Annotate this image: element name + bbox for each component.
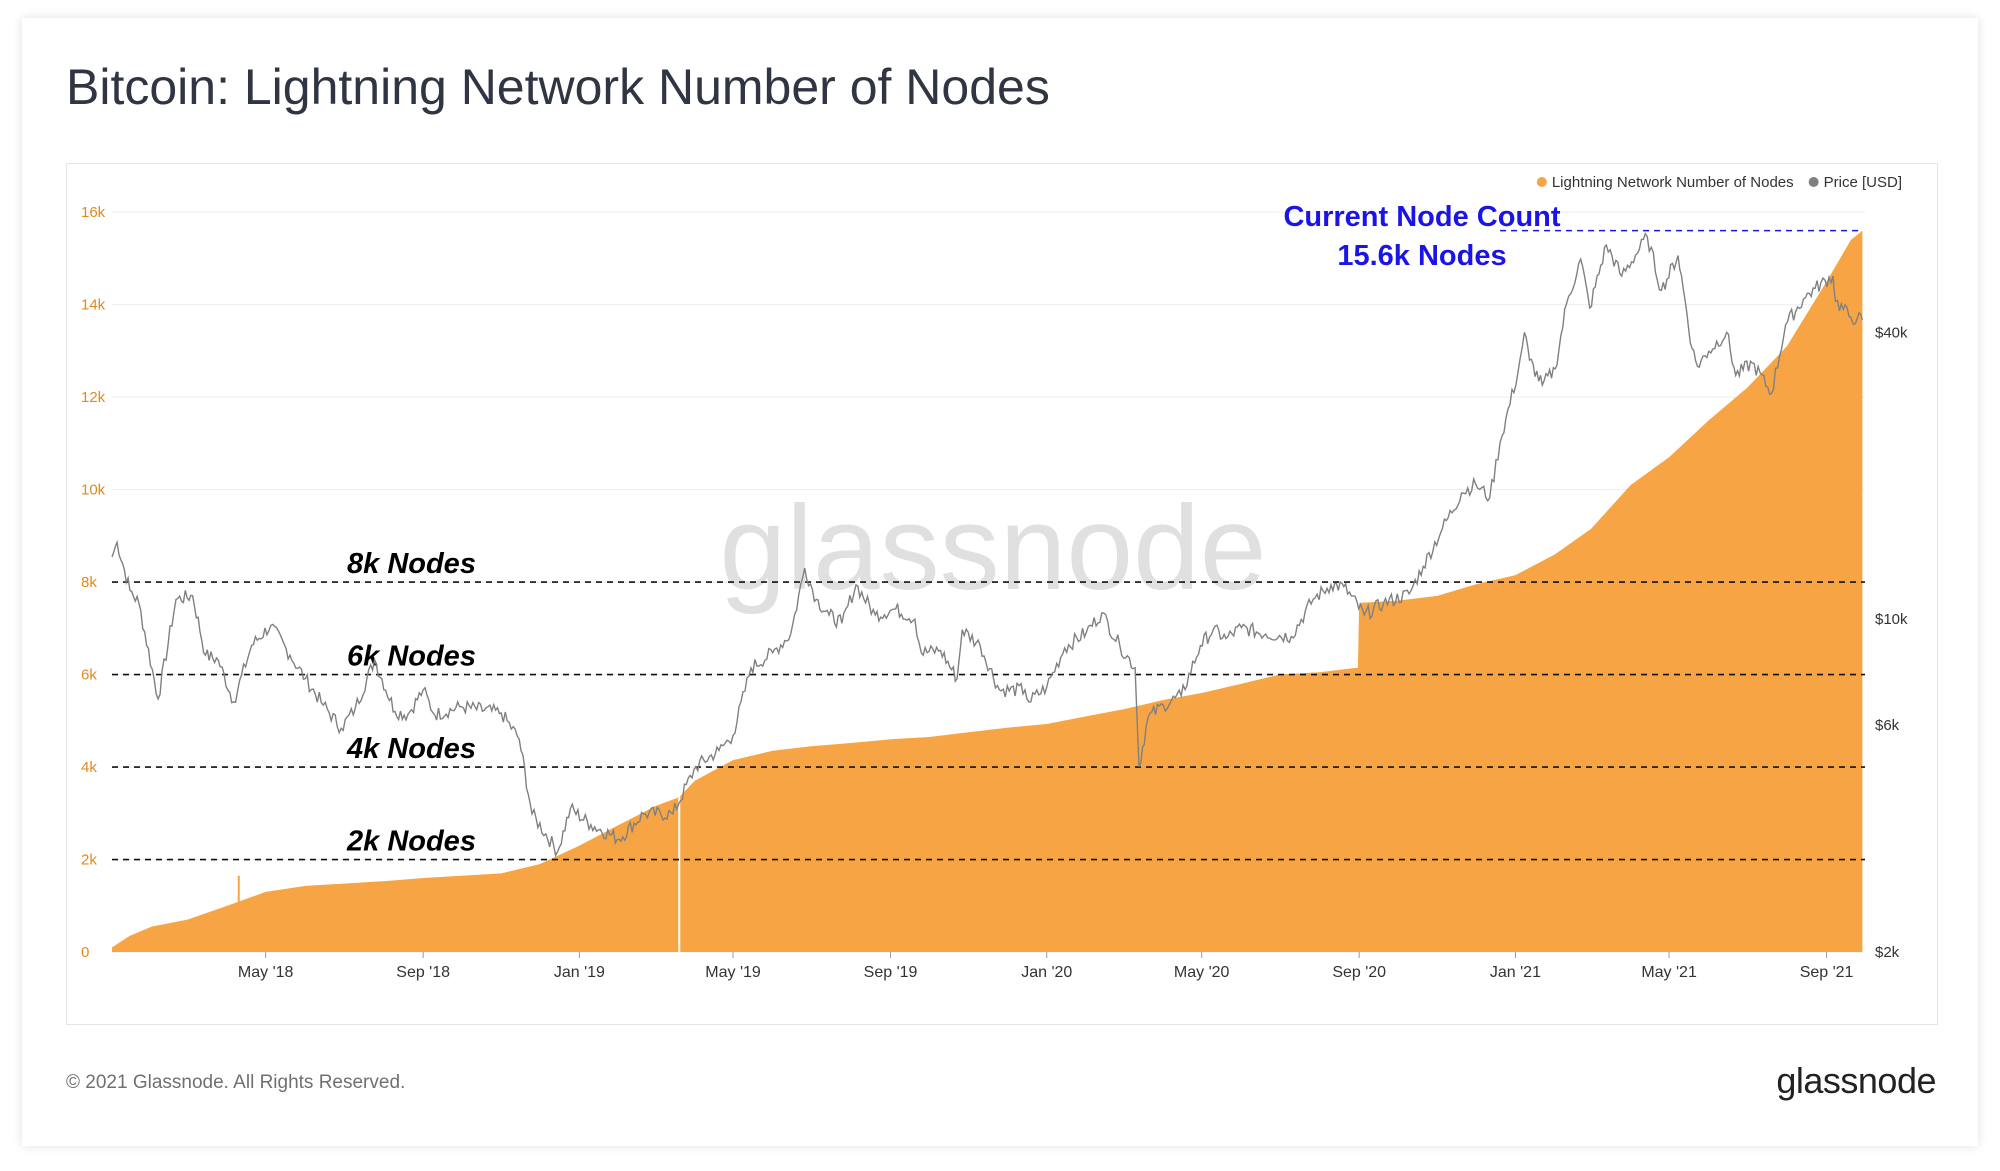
x-tick-label: Sep '21 [1800, 964, 1854, 981]
y-right-tick-label: $40k [1875, 324, 1908, 341]
y-left-tick-label: 12k [81, 389, 106, 406]
y-left-tick-label: 2k [81, 852, 97, 869]
y-left-tick-label: 4k [81, 759, 97, 776]
current-count-label: Current Node Count [1283, 201, 1560, 233]
legend-label: Lightning Network Number of Nodes [1552, 174, 1794, 191]
page-title: Bitcoin: Lightning Network Number of Nod… [66, 59, 1050, 115]
legend-swatch [1808, 177, 1819, 187]
reference-label-4k-nodes: 4k Nodes [346, 733, 476, 765]
y-left-tick-label: 0 [81, 944, 89, 961]
y-left-tick-label: 8k [81, 574, 97, 591]
legend-swatch [1536, 177, 1547, 187]
x-tick-label: Sep '19 [864, 964, 918, 981]
y-left-tick-label: 10k [81, 482, 106, 499]
lightning-nodes-chart: glassnode 2k Nodes 4k Nodes 6k Nodes 8k Node… [81, 174, 1908, 981]
node-count-area [112, 230, 1863, 953]
watermark: glassnode [719, 481, 1266, 615]
x-tick-label: May '18 [238, 964, 294, 981]
y-right-tick-label: $10k [1875, 611, 1908, 628]
y-right-tick-label: $6k [1875, 717, 1900, 734]
x-tick-label: May '20 [1174, 964, 1230, 981]
copyright-footer: © 2021 Glassnode. All Rights Reserved. [66, 1072, 406, 1093]
y-right-tick-label: $2k [1875, 944, 1900, 961]
x-tick-label: Jan '19 [554, 964, 605, 981]
x-tick-label: Sep '18 [396, 964, 450, 981]
reference-label-2k-nodes: 2k Nodes [346, 826, 476, 858]
current-count-value: 15.6k Nodes [1337, 240, 1506, 272]
plot-frame: glassnode 2k Nodes 4k Nodes 6k Nodes 8k Node… [66, 163, 1938, 1025]
price-line [111, 231, 1864, 858]
x-tick-label: May '21 [1641, 964, 1697, 981]
glassnode-logo: glassnode [1776, 1060, 1936, 1101]
reference-label-8k-nodes: 8k Nodes [347, 548, 476, 580]
legend-label: Price [USD] [1824, 174, 1902, 191]
x-tick-label: May '19 [705, 964, 761, 981]
y-left-tick-label: 14k [81, 297, 106, 314]
x-tick-label: Jan '20 [1021, 964, 1072, 981]
x-tick-label: Sep '20 [1332, 964, 1386, 981]
reference-label-6k-nodes: 6k Nodes [347, 641, 476, 673]
y-left-tick-label: 16k [81, 204, 106, 221]
y-left-tick-label: 6k [81, 667, 97, 684]
x-tick-label: Jan '21 [1490, 964, 1541, 981]
